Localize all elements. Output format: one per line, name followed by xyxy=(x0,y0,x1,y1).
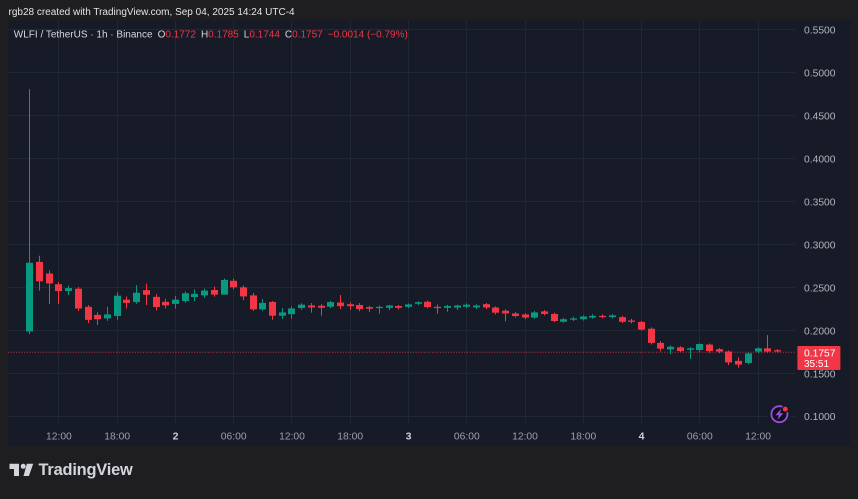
svg-text:WLFI / TetherUS · 1h · Binance: WLFI / TetherUS · 1h · Binance O0.1772 H0.… xyxy=(14,29,408,40)
svg-text:06:00: 06:00 xyxy=(221,431,247,442)
svg-text:0.3000: 0.3000 xyxy=(804,240,836,251)
svg-text:0.4000: 0.4000 xyxy=(804,155,836,166)
svg-text:0.1757: 0.1757 xyxy=(804,348,836,359)
svg-text:12:00: 12:00 xyxy=(279,431,305,442)
svg-text:0.4500: 0.4500 xyxy=(804,112,836,123)
svg-text:12:00: 12:00 xyxy=(512,431,538,442)
svg-text:2: 2 xyxy=(173,430,179,442)
svg-text:0.2000: 0.2000 xyxy=(804,326,836,337)
svg-text:4: 4 xyxy=(639,430,645,442)
svg-text:06:00: 06:00 xyxy=(687,431,713,442)
svg-text:0.1000: 0.1000 xyxy=(804,412,836,423)
svg-text:18:00: 18:00 xyxy=(104,431,130,442)
svg-text:18:00: 18:00 xyxy=(337,431,363,442)
svg-text:0.5500: 0.5500 xyxy=(804,26,836,37)
svg-text:0.3500: 0.3500 xyxy=(804,197,836,208)
svg-text:12:00: 12:00 xyxy=(46,431,72,442)
svg-text:3: 3 xyxy=(406,430,412,442)
svg-text:18:00: 18:00 xyxy=(570,431,596,442)
svg-text:0.5000: 0.5000 xyxy=(804,69,836,80)
svg-text:rgb28 created with TradingView: rgb28 created with TradingView.com, Sep … xyxy=(9,7,296,18)
svg-text:12:00: 12:00 xyxy=(745,431,771,442)
svg-text:TradingView: TradingView xyxy=(39,461,133,479)
svg-text:0.1500: 0.1500 xyxy=(804,369,836,380)
svg-text:06:00: 06:00 xyxy=(454,431,480,442)
svg-text:35:51: 35:51 xyxy=(804,359,829,370)
svg-text:0.2500: 0.2500 xyxy=(804,283,836,294)
